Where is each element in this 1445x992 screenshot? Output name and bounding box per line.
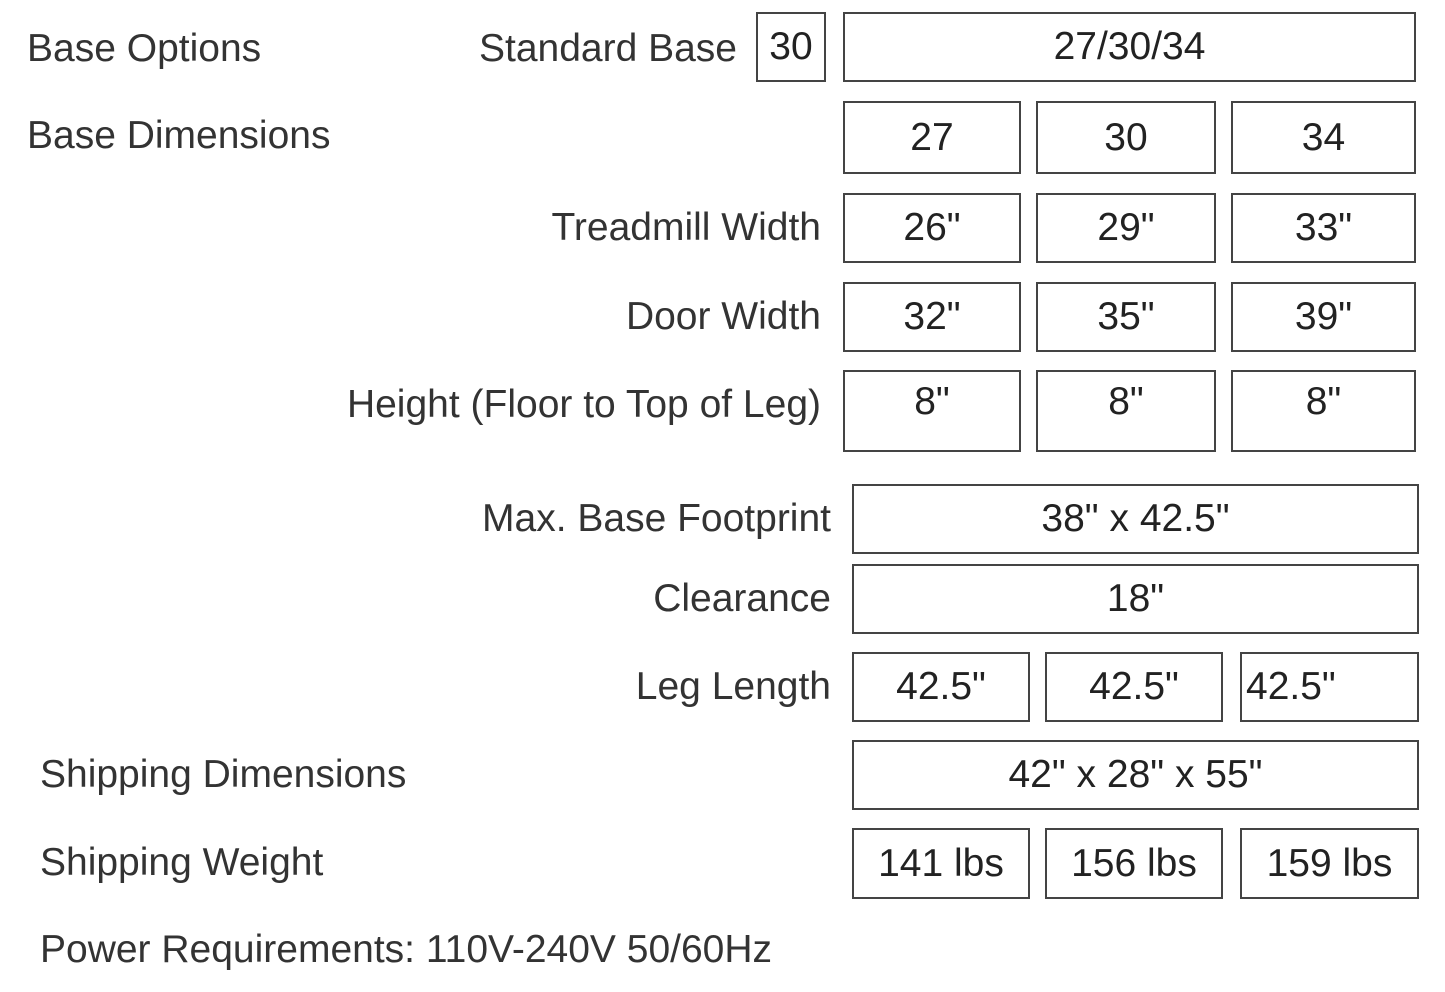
treadmill-width-value: 33" bbox=[1231, 193, 1416, 263]
door-width-value: 35" bbox=[1036, 282, 1216, 352]
base-options-label: Base Options bbox=[27, 27, 262, 70]
shipping-weight-value: 159 lbs bbox=[1240, 828, 1419, 899]
shipping-dimensions-label: Shipping Dimensions bbox=[40, 753, 407, 796]
max-footprint-value: 38" x 42.5" bbox=[852, 484, 1419, 554]
shipping-weight-value: 141 lbs bbox=[852, 828, 1030, 899]
leg-length-value: 42.5" bbox=[1240, 652, 1419, 722]
base-options-value: 27/30/34 bbox=[843, 12, 1416, 82]
base-size-34: 34 bbox=[1231, 101, 1416, 174]
max-footprint-label: Max. Base Footprint bbox=[482, 497, 831, 540]
power-requirements: Power Requirements: 110V-240V 50/60Hz bbox=[40, 928, 773, 971]
clearance-value: 18" bbox=[852, 564, 1419, 634]
clearance-label: Clearance bbox=[653, 577, 831, 620]
height-value: 8" bbox=[843, 370, 1021, 452]
height-value: 8" bbox=[1231, 370, 1416, 452]
door-width-value: 39" bbox=[1231, 282, 1416, 352]
leg-length-value: 42.5" bbox=[852, 652, 1030, 722]
base-size-30: 30 bbox=[1036, 101, 1216, 174]
standard-base-label: Standard Base bbox=[478, 27, 737, 70]
standard-base-value: 30 bbox=[756, 12, 826, 82]
shipping-dimensions-value: 42" x 28" x 55" bbox=[852, 740, 1419, 810]
height-value: 8" bbox=[1036, 370, 1216, 452]
base-dimensions-label: Base Dimensions bbox=[27, 114, 331, 157]
treadmill-width-label: Treadmill Width bbox=[551, 206, 821, 249]
base-size-27: 27 bbox=[843, 101, 1021, 174]
leg-length-value: 42.5" bbox=[1045, 652, 1223, 722]
door-width-value: 32" bbox=[843, 282, 1021, 352]
treadmill-width-value: 29" bbox=[1036, 193, 1216, 263]
treadmill-width-value: 26" bbox=[843, 193, 1021, 263]
door-width-label: Door Width bbox=[625, 295, 821, 338]
shipping-weight-label: Shipping Weight bbox=[40, 841, 324, 884]
height-label: Height (Floor to Top of Leg) bbox=[346, 383, 821, 426]
shipping-weight-value: 156 lbs bbox=[1045, 828, 1223, 899]
leg-length-label: Leg Length bbox=[635, 665, 831, 708]
